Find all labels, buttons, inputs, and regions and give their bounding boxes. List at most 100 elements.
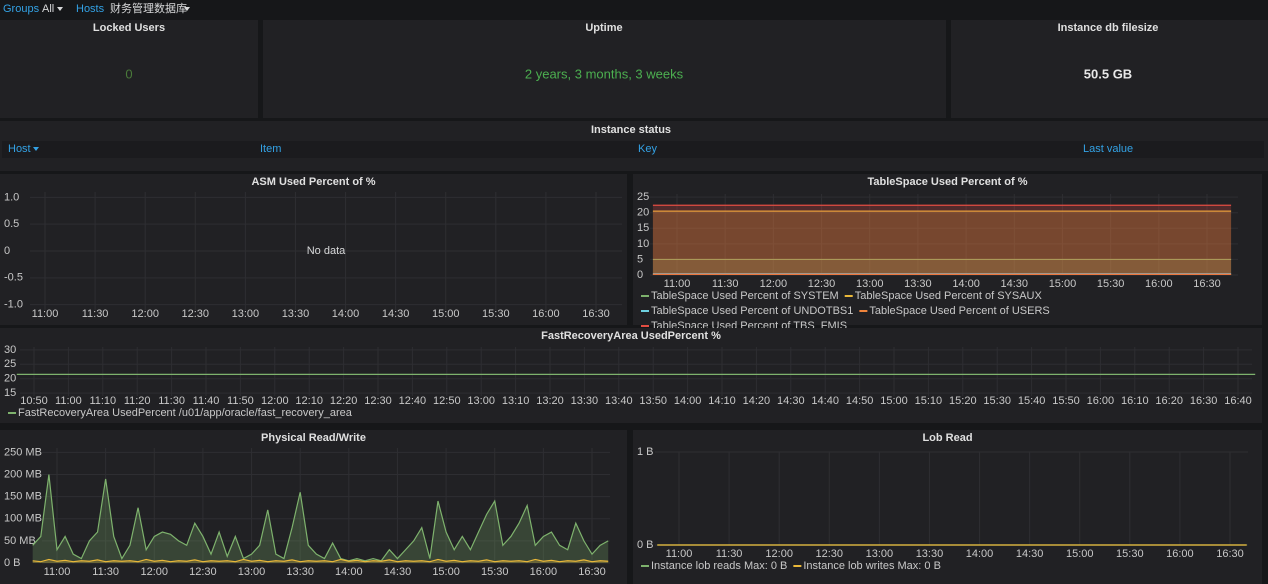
y-tick-label: 20	[637, 207, 649, 219]
x-tick-label: 11:30	[158, 395, 185, 407]
hosts-label: Hosts	[76, 3, 105, 15]
x-tick-label: 12:30	[364, 395, 392, 407]
stat-title: Instance db filesize	[1058, 22, 1159, 34]
legend-swatch	[641, 310, 649, 312]
x-tick-label: 13:00	[856, 278, 884, 290]
x-tick-label: 12:30	[182, 308, 210, 320]
panel	[633, 430, 1262, 584]
stat-value: 2 years, 3 months, 3 weeks	[525, 66, 684, 81]
x-tick-label: 15:30	[1116, 548, 1144, 560]
y-tick-label: 25	[637, 191, 649, 203]
dropdown-caret[interactable]	[57, 7, 63, 11]
x-tick-label: 15:00	[1066, 548, 1094, 560]
no-data: No data	[307, 245, 346, 257]
x-tick-label: 13:30	[904, 278, 932, 290]
x-tick-label: 13:50	[639, 395, 667, 407]
legend-label: Instance lob reads Max: 0 B	[651, 560, 787, 572]
x-tick-label: 12:30	[189, 566, 217, 578]
x-tick-label: 16:00	[1087, 395, 1115, 407]
x-tick-label: 14:30	[777, 395, 805, 407]
panel	[633, 174, 1262, 325]
x-tick-label: 14:10	[708, 395, 736, 407]
series-area	[652, 259, 1232, 275]
x-tick-label: 15:10	[915, 395, 943, 407]
legend-label: TableSpace Used Percent of UNDOTBS1	[651, 305, 853, 317]
x-tick-label: 13:00	[238, 566, 266, 578]
column-header[interactable]: Host	[8, 143, 31, 155]
y-tick-label: 0.5	[4, 218, 19, 230]
x-tick-label: 12:00	[765, 548, 793, 560]
y-tick-label: 0 B	[637, 539, 654, 551]
x-tick-label: 16:30	[1190, 395, 1218, 407]
x-tick-label: 14:00	[952, 278, 980, 290]
series-area	[652, 205, 1232, 275]
groups-label: Groups	[3, 3, 40, 15]
x-tick-label: 12:30	[808, 278, 836, 290]
column-header[interactable]: Item	[260, 143, 281, 155]
y-tick-label: 150 MB	[4, 491, 42, 503]
x-tick-label: 14:00	[332, 308, 360, 320]
y-tick-label: 25	[4, 358, 16, 370]
x-tick-label: 13:00	[467, 395, 495, 407]
x-tick-label: 12:20	[330, 395, 358, 407]
y-tick-label: 0 B	[4, 557, 21, 569]
x-tick-label: 14:30	[1016, 548, 1044, 560]
panel-title: Physical Read/Write	[261, 432, 366, 444]
legend-swatch	[859, 310, 868, 312]
x-tick-label: 16:20	[1155, 395, 1183, 407]
y-tick-label: -1.0	[4, 299, 23, 311]
hosts-value[interactable]: 财务管理数据库	[110, 1, 187, 15]
x-tick-label: 15:30	[481, 566, 509, 578]
x-tick-label: 13:30	[282, 308, 310, 320]
column-header[interactable]: Key	[638, 143, 657, 155]
x-tick-label: 11:20	[124, 395, 151, 407]
column-header[interactable]: Last value	[1083, 143, 1133, 155]
x-tick-label: 14:00	[966, 548, 994, 560]
x-tick-label: 13:00	[232, 308, 260, 320]
x-tick-label: 16:30	[582, 308, 610, 320]
x-tick-label: 16:00	[530, 566, 558, 578]
x-tick-label: 15:30	[482, 308, 510, 320]
x-tick-label: 13:30	[916, 548, 944, 560]
legend-swatch	[641, 325, 649, 327]
legend-label: TableSpace Used Percent of SYSAUX	[855, 290, 1043, 302]
x-tick-label: 14:30	[384, 566, 412, 578]
panel	[0, 328, 1262, 423]
legend-swatch	[844, 295, 853, 297]
x-tick-label: 15:50	[1052, 395, 1080, 407]
x-tick-label: 11:30	[82, 308, 109, 320]
stat-panel	[951, 20, 1268, 118]
groups-value[interactable]: All	[42, 3, 54, 15]
table-header	[2, 141, 1264, 158]
y-tick-label: 0	[637, 269, 643, 281]
panel	[0, 174, 627, 325]
table-title: Instance status	[591, 124, 671, 136]
y-tick-label: 10	[637, 238, 649, 250]
dropdown-caret[interactable]	[184, 7, 190, 11]
y-tick-label: 5	[637, 253, 643, 265]
x-tick-label: 11:00	[664, 278, 691, 290]
x-tick-label: 16:00	[1166, 548, 1194, 560]
x-tick-label: 16:10	[1121, 395, 1149, 407]
y-tick-label: 1 B	[637, 446, 654, 458]
x-tick-label: 14:00	[674, 395, 702, 407]
x-tick-label: 15:40	[1018, 395, 1046, 407]
x-tick-label: 13:10	[502, 395, 530, 407]
legend-swatch	[641, 295, 649, 297]
x-tick-label: 11:00	[666, 548, 693, 560]
x-tick-label: 11:30	[716, 548, 743, 560]
stat-title: Uptime	[585, 22, 622, 34]
x-tick-label: 16:30	[1193, 278, 1221, 290]
stat-panel	[0, 20, 258, 118]
series-line	[32, 474, 609, 562]
legend-swatch	[8, 412, 16, 414]
x-tick-label: 13:30	[571, 395, 599, 407]
legend-label: TableSpace Used Percent of USERS	[869, 305, 1049, 317]
y-tick-label: 30	[4, 344, 16, 356]
y-tick-label: 15	[4, 387, 16, 399]
x-tick-label: 15:00	[880, 395, 908, 407]
stat-value: 50.5 GB	[1084, 66, 1132, 81]
x-tick-label: 11:00	[55, 395, 82, 407]
x-tick-label: 12:40	[399, 395, 427, 407]
